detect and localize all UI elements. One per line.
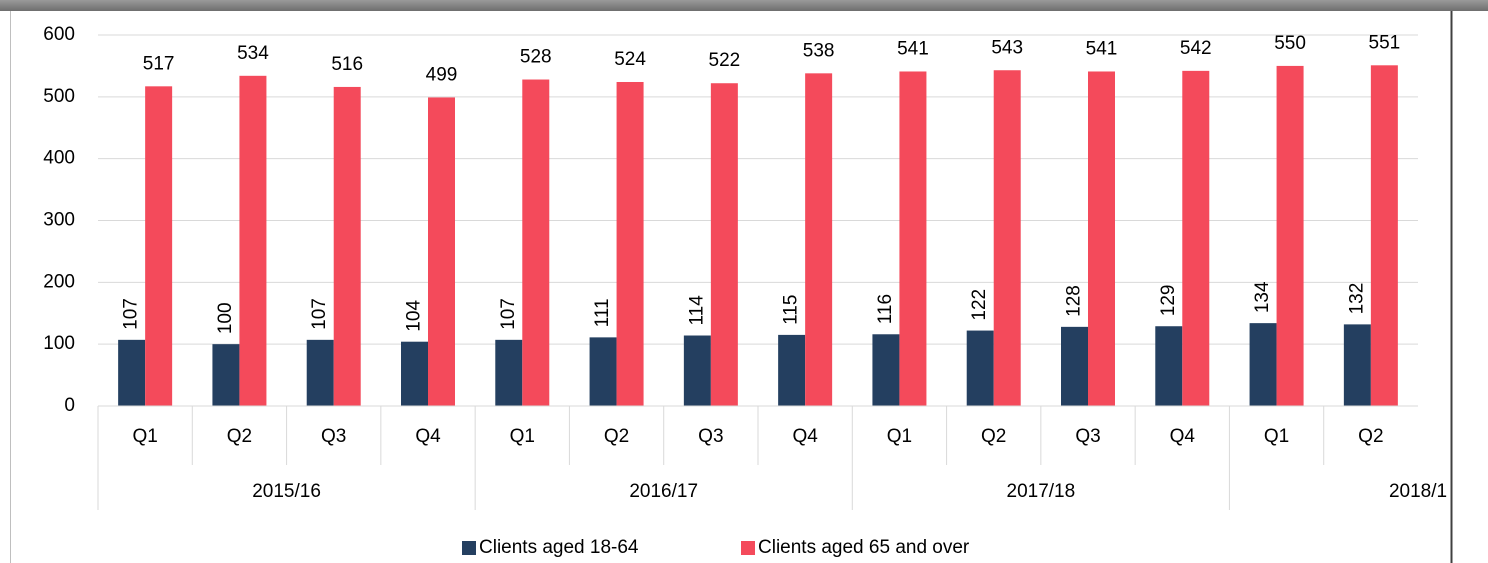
data-label: 104 [404,300,425,332]
bar [1061,326,1088,406]
data-label: 107 [498,298,519,330]
x-tick-label: Q2 [604,426,629,447]
bar [145,86,173,407]
x-tick-label: Q1 [887,426,912,447]
group-label: 2016/17 [629,481,698,502]
bar [899,71,927,407]
legend-label: Clients aged 18-64 [479,537,639,558]
bar [522,79,550,407]
group-label: 2015/16 [252,481,321,502]
data-label: 551 [1369,32,1401,53]
x-tick-label: Q2 [981,426,1006,447]
x-tick-label: Q4 [1170,426,1196,447]
x-tick-label: Q1 [132,426,157,447]
data-label: 107 [309,298,330,330]
x-tick-label: Q3 [698,426,723,447]
data-label: 122 [969,289,990,321]
data-label: 499 [426,64,458,85]
bar [616,81,644,406]
bar [1343,324,1371,406]
x-tick-label: Q1 [510,426,535,447]
x-tick-label: Q3 [321,426,346,447]
x-tick-label: Q2 [1358,426,1383,447]
plot: 0 100 200 300 400 500 600 Q1 107 517 Q2 100 534 Q3 107… [43,24,1447,558]
y-tick-label: 200 [43,271,75,292]
y-tick-label: 500 [43,86,75,107]
data-label: 517 [143,53,175,74]
data-label: 129 [1158,285,1179,317]
bar [401,341,428,406]
group-label: 2018/1 [1389,481,1447,502]
bar [710,83,738,406]
legend-swatch [741,541,755,555]
bar [1276,65,1304,407]
bar [239,75,267,406]
bar [428,97,455,407]
bar [333,86,361,406]
bar [495,339,523,406]
bar [872,334,900,406]
data-label: 116 [875,294,896,324]
bar [805,73,833,406]
x-tick-label: Q4 [792,426,818,447]
group-label: 2017/18 [1007,481,1076,502]
data-label: 132 [1346,283,1367,315]
bar [118,339,146,406]
y-tick-label: 400 [43,148,75,169]
x-tick-label: Q3 [1075,426,1100,447]
bar [1249,323,1277,406]
data-label: 115 [781,295,802,325]
legend-label: Clients aged 65 and over [758,537,970,558]
bar [1370,65,1398,406]
bar [306,339,334,406]
data-label: 134 [1252,281,1273,313]
data-label: 524 [614,49,646,70]
bar [212,344,240,406]
x-tick-label: Q4 [415,426,441,447]
data-label: 543 [991,37,1023,58]
bar [778,334,806,406]
data-label: 534 [237,43,269,64]
data-label: 516 [331,54,363,75]
data-label: 541 [897,38,929,59]
data-label: 542 [1180,38,1212,59]
data-label: 114 [686,295,707,326]
x-tick-label: Q1 [1264,426,1289,447]
data-label: 107 [121,298,142,330]
y-tick-label: 300 [43,210,75,231]
bar [966,330,994,406]
x-tick-label: Q2 [227,426,252,447]
data-label: 522 [709,50,741,71]
y-tick-label: 600 [43,24,75,45]
bar [589,337,617,406]
legend-swatch [462,541,476,555]
bar [993,70,1021,407]
data-label: 541 [1086,38,1118,59]
top-bar [0,0,1488,11]
y-tick-label: 100 [43,333,75,354]
data-label: 550 [1274,33,1306,54]
y-tick-label: 0 [64,395,75,416]
data-label: 100 [215,302,236,334]
data-label: 128 [1064,285,1085,317]
data-label: 538 [803,40,835,61]
data-label: 111 [592,298,613,327]
bar [1088,71,1115,407]
bar [1182,70,1210,406]
bar [1155,326,1183,406]
data-label: 528 [520,47,552,68]
bar [683,335,711,406]
